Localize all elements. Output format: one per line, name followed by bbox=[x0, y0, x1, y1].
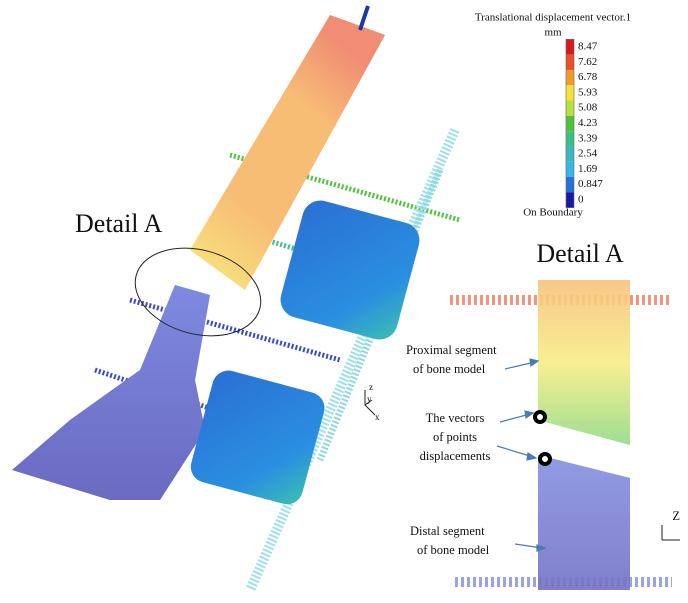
annotations: Proximal segment of bone model The vectors… bbox=[406, 343, 497, 557]
colorbar-swatch bbox=[566, 70, 574, 85]
colorbar-label: 0 bbox=[578, 194, 584, 206]
legend-title: Translational displacement vector.1 bbox=[475, 12, 631, 24]
annotation-text: displacements bbox=[420, 449, 491, 463]
annotation-text: of bone model bbox=[413, 362, 486, 376]
annotation-text: The vectors bbox=[426, 411, 485, 425]
figure: Detail A z y x Translational displacemen… bbox=[0, 0, 688, 603]
colorbar: 8.47 7.62 6.78 5.93 5.08 4.23 3.39 2.54 1.69 0.84… bbox=[566, 39, 603, 207]
colorbar-swatch bbox=[566, 192, 574, 207]
detail-label: Detail A bbox=[75, 209, 163, 238]
colorbar-swatch bbox=[566, 55, 574, 70]
legend-unit: mm bbox=[544, 27, 562, 39]
page: Detail A z y x Translational displacemen… bbox=[0, 0, 688, 603]
legend-footer: On Boundary bbox=[523, 207, 583, 219]
colorbar-label: 5.08 bbox=[578, 102, 598, 114]
colorbar-label: 4.23 bbox=[578, 117, 598, 129]
colorbar-swatch bbox=[566, 146, 574, 161]
colorbar-label: 8.47 bbox=[578, 41, 598, 53]
annotation-text: Distal segment bbox=[410, 524, 485, 538]
colorbar-label: 5.93 bbox=[578, 86, 598, 98]
axis-label: z bbox=[369, 382, 373, 392]
colorbar-swatch bbox=[566, 85, 574, 100]
colorbar-label: 3.39 bbox=[578, 132, 598, 144]
annotation-text: Proximal segment bbox=[406, 343, 497, 357]
pin-top bbox=[360, 6, 368, 30]
colorbar-swatch bbox=[566, 116, 574, 131]
axis-label: x bbox=[375, 412, 380, 422]
colorbar-swatch bbox=[566, 39, 574, 54]
colorbar-label: 0.847 bbox=[578, 178, 603, 190]
annotation-text: of bone model bbox=[417, 543, 490, 557]
colorbar-label: 7.62 bbox=[578, 56, 597, 68]
colorbar-label: 1.69 bbox=[578, 163, 598, 175]
detail-label: Detail A bbox=[536, 239, 624, 268]
colorbar-label: 6.78 bbox=[578, 71, 598, 83]
colorbar-label: 2.54 bbox=[578, 148, 598, 160]
fixator-block bbox=[187, 367, 328, 508]
bone-texture bbox=[12, 285, 210, 500]
colorbar-swatch bbox=[566, 162, 574, 177]
colorbar-swatch bbox=[566, 131, 574, 146]
axis-label: Z bbox=[672, 509, 680, 523]
colorbar-swatch bbox=[566, 101, 574, 116]
fixator-block bbox=[277, 197, 424, 344]
axis-label: y bbox=[367, 394, 372, 404]
colorbar-swatch bbox=[566, 177, 574, 192]
model bbox=[12, 6, 460, 590]
axes-left: z y x bbox=[365, 382, 380, 422]
annotation-text: of points bbox=[433, 430, 477, 444]
